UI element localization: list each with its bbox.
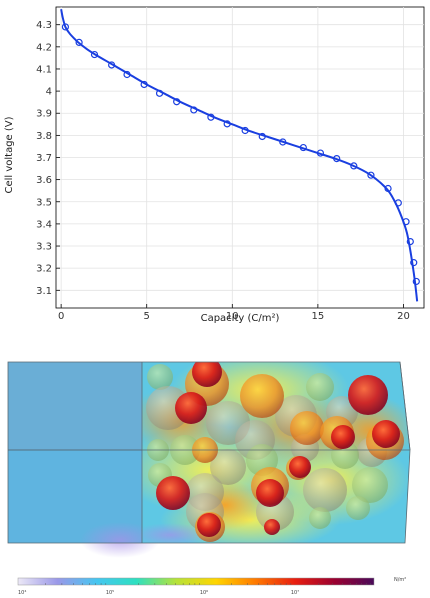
separator-block-bottom [8, 450, 142, 543]
data-marker [155, 89, 164, 97]
data-marker [410, 259, 418, 267]
data-marker [258, 132, 266, 141]
data-marker [223, 120, 231, 128]
data-marker [173, 98, 181, 106]
colorbar-tick-label: 10⁴ [18, 590, 26, 596]
y-tick-label: 4 [46, 87, 52, 98]
data-marker [367, 171, 375, 179]
x-tick-label: 0 [58, 311, 64, 322]
x-axis-title: Capacity (C/m²) [201, 313, 280, 324]
data-marker [350, 162, 358, 170]
data-marker [90, 50, 99, 59]
data-marker [241, 126, 249, 135]
y-tick-label: 3.4 [36, 219, 52, 230]
separator-block-top [8, 362, 142, 450]
colorbar-tick-label: 10⁵ [106, 590, 114, 596]
data-marker [207, 113, 215, 121]
voltage-markers [61, 23, 420, 286]
data-marker [190, 106, 198, 114]
colorbar-minor-ticks [45, 583, 371, 585]
y-tick-label: 4.2 [36, 42, 52, 53]
domain-outline [7, 361, 411, 544]
data-marker [316, 149, 325, 157]
y-tick-label: 3.5 [36, 197, 52, 208]
data-marker [61, 23, 70, 31]
x-tick-label: 5 [144, 311, 150, 322]
y-tick-label: 3.3 [36, 242, 52, 253]
stress-colorbar: 10⁴ 10⁵ 10⁶ 10⁷ N/m² [17, 577, 406, 596]
gridlines [56, 7, 424, 308]
y-tick-label: 3.6 [36, 175, 52, 186]
y-tick-label: 3.7 [36, 153, 52, 164]
voltage-curve [60, 9, 419, 302]
axis-ticks: 0 5 10 15 20 3.1 3.2 3.3 3.4 3.5 3.6 3.7 3.8 3.9 4 4.1 4… [36, 20, 410, 322]
data-marker [108, 61, 116, 69]
data-marker [279, 138, 287, 146]
x-tick-label: 20 [397, 311, 410, 322]
colorbar-strip [17, 577, 375, 586]
separator-purple-glow [80, 522, 160, 558]
y-axis-title: Cell voltage (V) [4, 116, 15, 193]
data-marker [412, 277, 420, 286]
data-marker [333, 155, 341, 163]
y-tick-label: 4.3 [36, 20, 52, 31]
data-marker [140, 80, 148, 89]
x-tick-label: 10 [226, 311, 239, 322]
colorbar-tick-label: 10⁷ [291, 590, 299, 596]
electrode-stress-render [7, 361, 411, 558]
electrode-region [142, 362, 410, 543]
colorbar-unit: N/m² [394, 577, 406, 583]
data-marker [394, 199, 402, 207]
y-tick-label: 3.1 [36, 286, 52, 297]
data-marker [406, 238, 414, 246]
data-marker [299, 143, 307, 152]
colorbar-tick-label: 10⁶ [200, 590, 208, 596]
y-tick-label: 3.9 [36, 109, 52, 120]
y-tick-label: 4.1 [36, 64, 52, 75]
voltage-capacity-chart: 0 5 10 15 20 3.1 3.2 3.3 3.4 3.5 3.6 3.7 3.8 3.9 4 4.1 4… [4, 6, 425, 324]
data-marker [402, 218, 410, 226]
data-marker [384, 184, 392, 193]
x-tick-label: 15 [312, 311, 325, 322]
data-marker [75, 38, 83, 47]
y-tick-label: 3.8 [36, 131, 52, 142]
y-tick-label: 3.2 [36, 264, 52, 275]
data-marker [123, 70, 131, 79]
